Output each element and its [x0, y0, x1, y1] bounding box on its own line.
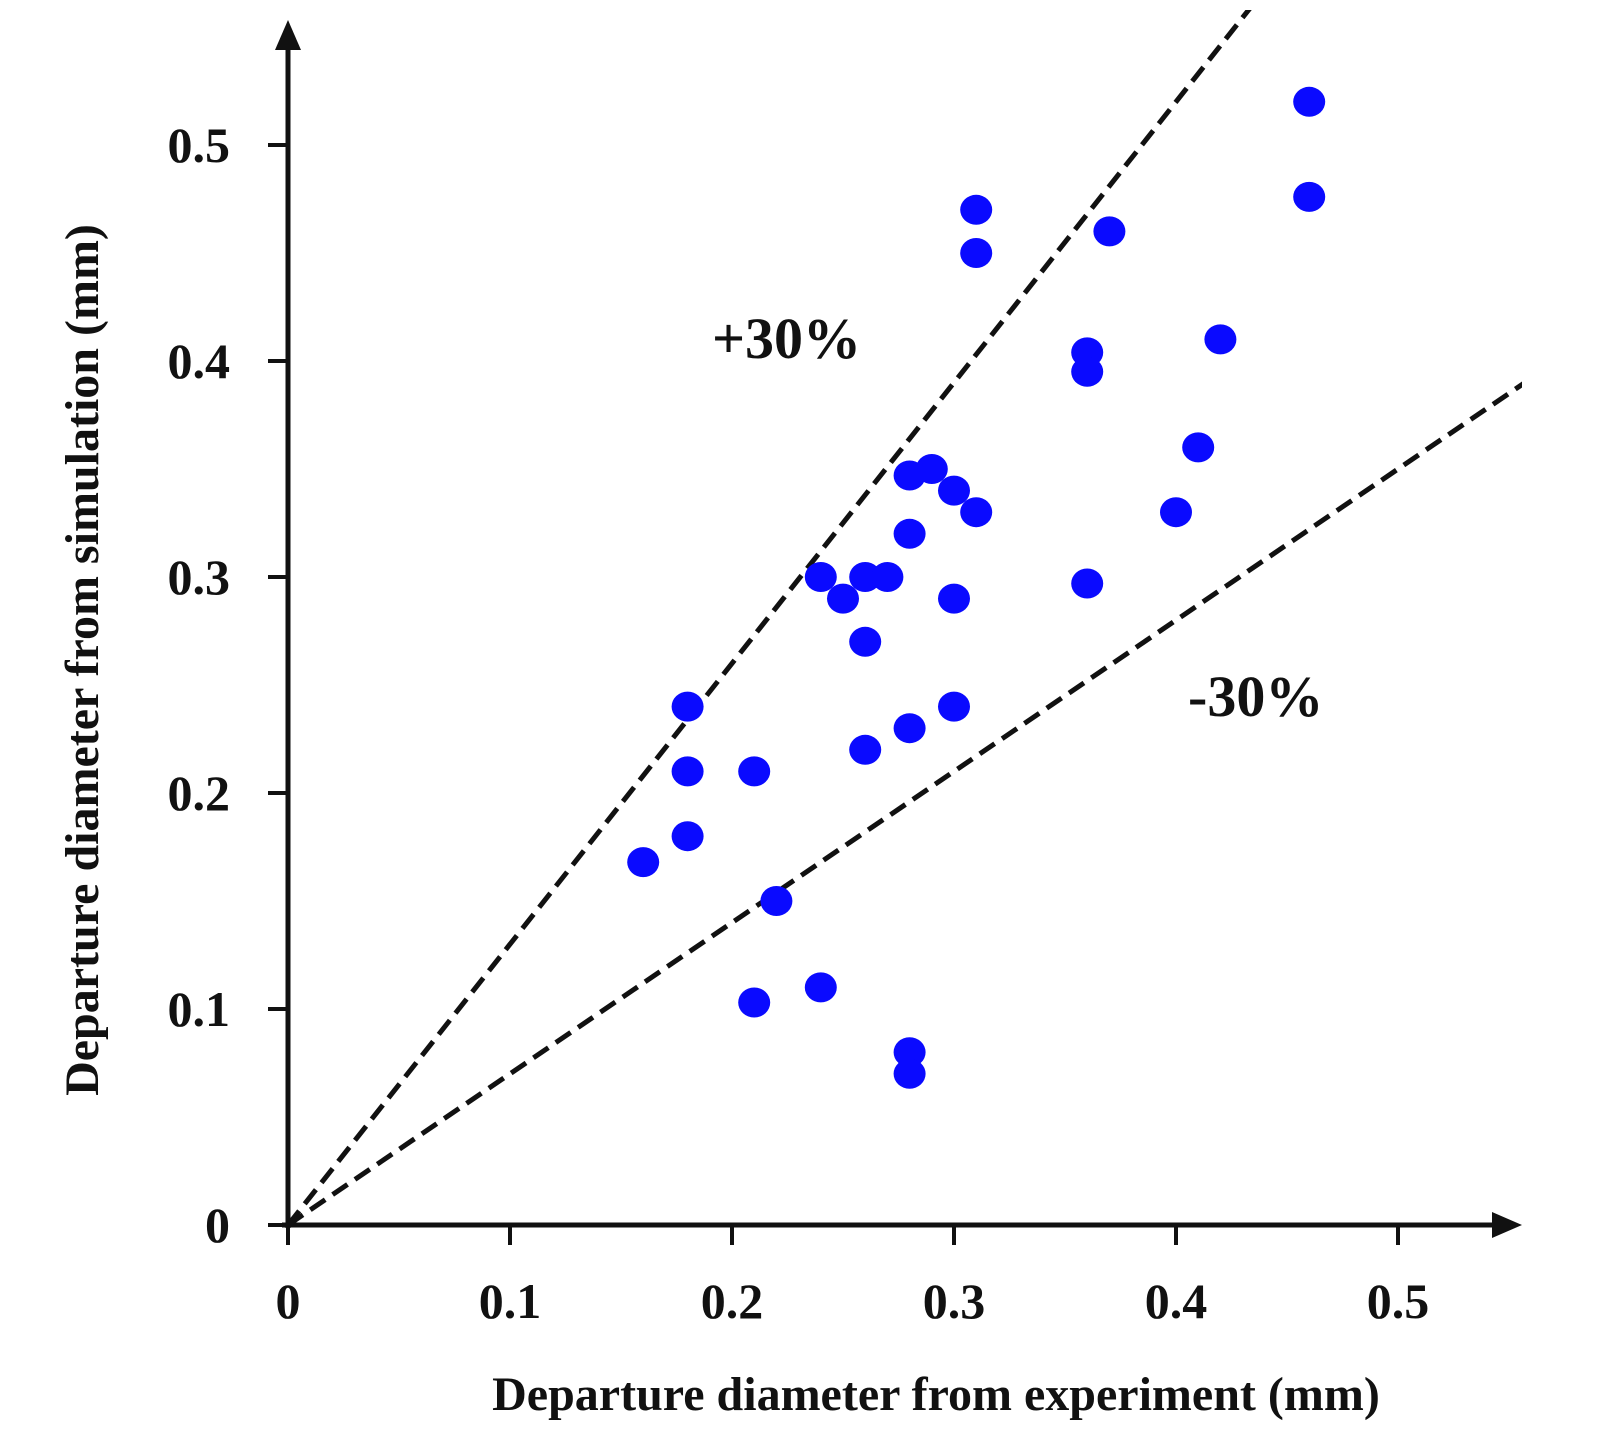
data-point [1093, 216, 1126, 247]
data-point [915, 454, 948, 484]
data-point [1160, 497, 1192, 528]
data-point [849, 562, 882, 592]
data-point [671, 691, 704, 722]
x-tick-label: 0.3 [923, 1273, 986, 1329]
plus-30-percent-label: +30% [712, 306, 861, 371]
y-tick-label: 0.4 [168, 333, 231, 389]
reference-line-plus-30 [286, 10, 1252, 1227]
y-tick-label: 0.5 [168, 117, 231, 173]
data-point [849, 734, 882, 765]
data-point [760, 886, 793, 916]
data-point [893, 713, 926, 744]
x-tick-label: 0.4 [1145, 1273, 1208, 1329]
data-point [1071, 356, 1104, 387]
x-axis-title: Departure diameter from experiment (mm) [492, 1368, 1380, 1421]
data-point [1182, 432, 1215, 463]
data-point [804, 972, 837, 1003]
reference-line-minus-30 [286, 381, 1522, 1228]
y-tick-label: 0.3 [168, 549, 231, 605]
y-tick-label: 0.1 [168, 981, 231, 1037]
data-point [871, 562, 904, 592]
data-point [738, 756, 771, 787]
data-point [1293, 181, 1326, 212]
data-point [960, 194, 993, 225]
data-point [960, 497, 993, 528]
y-axis-title: Departure diameter from simulation (mm) [56, 224, 109, 1096]
data-point [938, 583, 970, 614]
data-point [804, 562, 837, 592]
data-point [1204, 324, 1237, 355]
data-point [1293, 86, 1326, 117]
x-tick-label: 0.5 [1367, 1273, 1430, 1329]
data-point [938, 691, 970, 722]
data-point [1071, 568, 1104, 599]
data-point [671, 821, 704, 852]
data-point [960, 238, 993, 268]
x-axis-arrowhead [1492, 1212, 1522, 1238]
y-tick-label: 0.2 [168, 765, 231, 821]
y-axis-arrowhead [275, 20, 301, 50]
minus-30-percent-label: -30% [1188, 664, 1323, 729]
data-point [849, 626, 882, 657]
data-point [738, 987, 771, 1018]
data-point [938, 475, 970, 506]
x-tick-label: 0.1 [479, 1273, 542, 1329]
data-point [893, 1037, 926, 1068]
data-point [827, 583, 859, 614]
data-point [893, 518, 926, 549]
data-point [893, 1058, 926, 1089]
data-point [671, 756, 704, 787]
data-point [627, 847, 660, 878]
x-tick-label: 0 [276, 1273, 301, 1329]
y-tick-label: 0 [205, 1197, 230, 1253]
x-tick-label: 0.2 [701, 1273, 764, 1329]
